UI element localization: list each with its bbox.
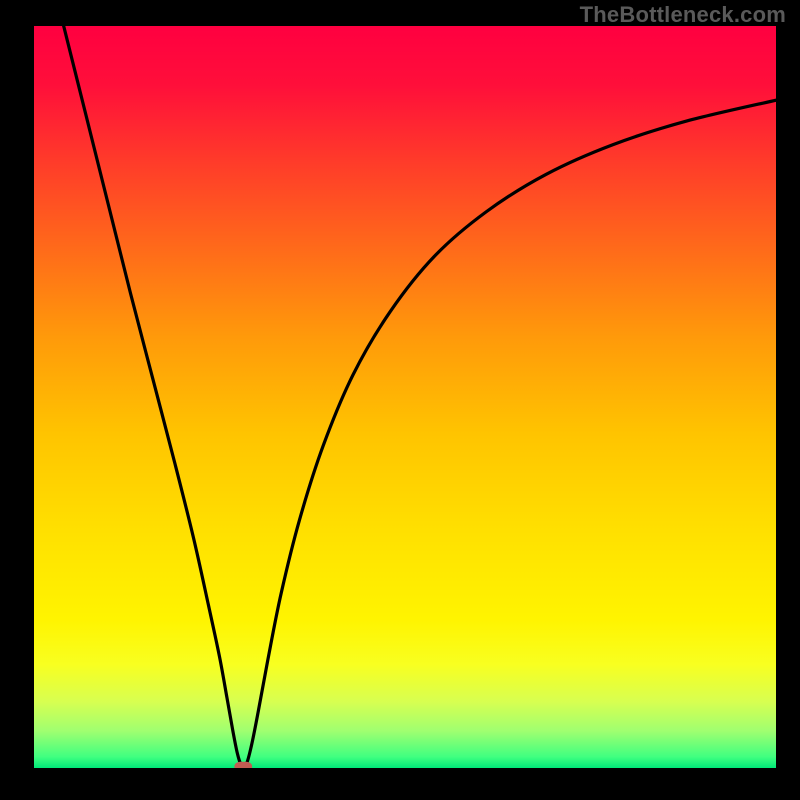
trough-marker — [234, 762, 252, 768]
chart-stage: TheBottleneck.com — [0, 0, 800, 800]
plot-area — [34, 26, 776, 768]
bottleneck-curve — [34, 26, 776, 768]
watermark-text: TheBottleneck.com — [580, 2, 786, 28]
